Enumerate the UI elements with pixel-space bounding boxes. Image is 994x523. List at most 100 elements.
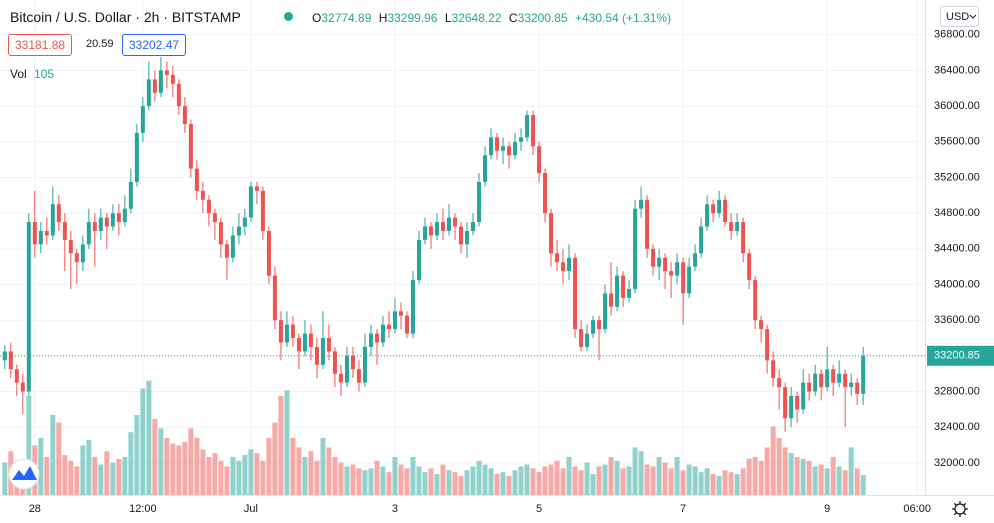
- candle-body: [104, 217, 109, 227]
- candle-body: [753, 280, 758, 321]
- candle-body: [705, 204, 710, 227]
- ohlc-letter: C: [508, 11, 518, 25]
- candle-body: [567, 257, 572, 272]
- volume-bar: [422, 472, 428, 495]
- volume-bar: [278, 396, 284, 495]
- volume-bar: [392, 456, 398, 495]
- volume-bar: [512, 470, 518, 495]
- x-tick-label: 9: [824, 503, 830, 515]
- volume-bar: [494, 474, 500, 495]
- candle-body: [368, 333, 373, 347]
- volume-bar: [68, 460, 74, 495]
- volume-bar: [812, 466, 818, 495]
- buy-price[interactable]: 33202.47: [122, 34, 187, 56]
- candle-body: [477, 181, 482, 223]
- candle-body: [152, 79, 157, 93]
- y-tick-label: 36800.00: [934, 29, 980, 41]
- candle-layer: [2, 57, 866, 432]
- volume-bar: [206, 456, 212, 495]
- volume-bar: [362, 470, 368, 495]
- y-tick-label: 32800.00: [934, 385, 980, 397]
- last-price-badge: [927, 345, 994, 366]
- volume-bar: [56, 422, 62, 495]
- volume-bar: [584, 462, 590, 495]
- candle-body: [645, 199, 650, 249]
- volume-bar: [176, 445, 182, 495]
- ohlc-letter: H: [378, 11, 388, 25]
- volume-bar: [590, 474, 596, 495]
- candle-body: [236, 226, 241, 236]
- volume-bar: [740, 468, 746, 495]
- volume-bar: [620, 468, 626, 495]
- candle-body: [74, 253, 79, 263]
- volume-bar: [608, 456, 614, 495]
- candle-body: [735, 222, 740, 231]
- volume-bar: [308, 451, 314, 495]
- candle-body: [164, 70, 169, 75]
- volume-bar: [854, 468, 860, 495]
- volume-bar: [218, 460, 224, 495]
- ohlc-letter: O: [312, 11, 322, 25]
- candle-body: [819, 373, 824, 388]
- candle-body: [825, 369, 830, 388]
- candle-body: [801, 382, 806, 410]
- candle-body: [603, 293, 608, 330]
- volume-bar: [50, 415, 56, 495]
- symbol-title: Bitcoin / U.S. Dollar · 2h · BITSTAMP: [10, 9, 241, 25]
- candle-body: [254, 186, 259, 191]
- candle-body: [224, 244, 229, 258]
- volume-bar: [26, 396, 32, 495]
- candle-body: [80, 244, 85, 263]
- candle-body: [843, 373, 848, 388]
- sell-price[interactable]: 33181.88: [8, 34, 73, 56]
- x-tick-label: 12:00: [129, 503, 157, 515]
- volume-bar: [410, 456, 416, 495]
- volume-bar: [74, 466, 80, 495]
- x-tick-label: 5: [536, 503, 542, 515]
- currency-button[interactable]: USD: [940, 6, 979, 27]
- settings-icon[interactable]: [952, 501, 968, 517]
- candle-body: [158, 70, 163, 93]
- volume-bar: [596, 466, 602, 495]
- ohlc-letter: L: [444, 11, 452, 25]
- candle-body: [591, 320, 596, 334]
- last-price-label: 33200.85: [934, 350, 980, 362]
- volume-bar: [236, 460, 242, 495]
- y-tick-label: 36000.00: [934, 100, 980, 112]
- currency-label: USD: [946, 11, 969, 23]
- candle-body: [404, 315, 409, 334]
- volume-bar: [578, 470, 584, 495]
- volume-value: 105: [34, 67, 55, 81]
- candle-body: [218, 222, 223, 245]
- candle-body: [452, 217, 457, 227]
- candle-body: [206, 199, 211, 214]
- candle-body: [338, 373, 343, 383]
- volume-legend: Vol 105: [10, 67, 54, 81]
- candle-body: [501, 146, 506, 151]
- candle-body: [458, 226, 463, 245]
- candle-body: [86, 222, 91, 245]
- volume-bar: [350, 464, 356, 495]
- candle-body: [92, 222, 97, 231]
- candle-body: [813, 373, 818, 392]
- candle-body: [483, 155, 488, 182]
- candle-body: [747, 253, 752, 281]
- candle-body: [308, 333, 313, 347]
- candle-body: [657, 257, 662, 267]
- volume-bar: [506, 475, 512, 495]
- candle-body: [507, 146, 512, 156]
- spread: 20.59: [80, 34, 120, 54]
- volume-bar: [248, 449, 254, 495]
- candle-body: [639, 199, 644, 209]
- candle-body: [440, 222, 445, 231]
- x-tick-label: 3: [392, 503, 398, 515]
- candle-body: [693, 253, 698, 267]
- volume-bar: [572, 466, 578, 495]
- candle-body: [795, 396, 800, 410]
- candle-body: [350, 355, 355, 370]
- volume-bar: [818, 464, 824, 495]
- volume-bar: [434, 474, 440, 495]
- volume-bar: [668, 468, 674, 495]
- volume-bar: [194, 437, 200, 495]
- volume-bar: [134, 415, 140, 495]
